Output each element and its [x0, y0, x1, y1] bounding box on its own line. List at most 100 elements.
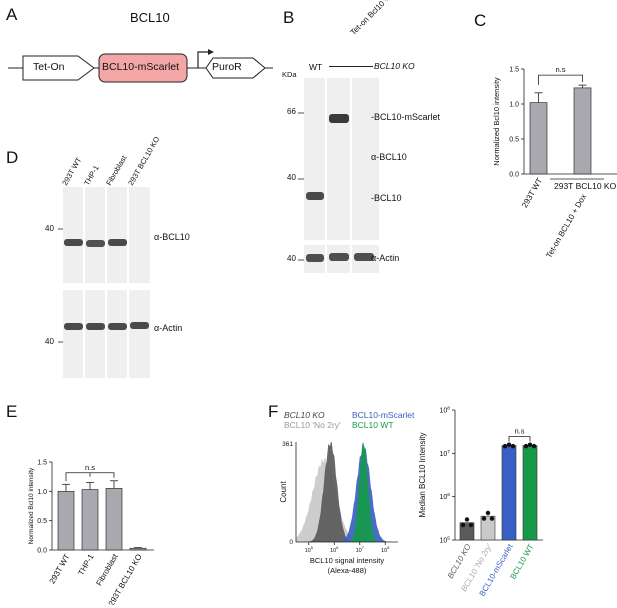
- bar: [522, 445, 538, 541]
- band-d-bcl10-fibro: [108, 239, 127, 246]
- bcl10-mscarlet-box: [98, 53, 188, 83]
- blot-b: [298, 78, 379, 273]
- bar: [129, 547, 147, 551]
- panel-label-b: B: [283, 8, 295, 27]
- panel-label-a: A: [6, 5, 18, 24]
- band-d-actin-4: [130, 322, 149, 329]
- bar: [81, 489, 99, 551]
- chart-f-hist: 361 0 Count 105 106 107 108 BCL10 signal intens…: [279, 441, 398, 575]
- mw-40-d-lower: 40: [45, 337, 54, 346]
- y-zero-label: 0: [289, 539, 293, 546]
- y-tick-label: 0.5: [37, 518, 47, 525]
- band-bcl10-wt: [306, 192, 324, 200]
- mw-40-b-upper: 40: [287, 173, 296, 182]
- bar: [501, 445, 517, 541]
- band-d-actin-1: [64, 323, 83, 330]
- y-tick-label: 107: [439, 449, 450, 458]
- y-tick-label: 108: [439, 406, 450, 415]
- ko-group-label: BCL10 KO: [374, 61, 415, 71]
- y-axis-label: Count: [279, 481, 288, 503]
- group-label: 293T BCL10 KO: [554, 181, 617, 191]
- band-actin-lane1: [306, 254, 324, 262]
- x-tick-label: 293T WT: [48, 552, 72, 585]
- lane-label-293t-wt: 293T WT: [60, 155, 84, 187]
- mw-40-d-upper: 40: [45, 224, 54, 233]
- x-tick-label: 106: [330, 546, 338, 554]
- data-point: [489, 516, 495, 521]
- construct-label: BCL10-mScarlet: [102, 61, 180, 73]
- bar: [573, 87, 592, 175]
- data-point: [502, 443, 508, 449]
- mw-66-b: 66: [287, 107, 296, 116]
- tet-on-label: Tet-On: [33, 61, 65, 73]
- band-d-actin-2: [86, 323, 105, 330]
- puror-label: PuroR: [212, 61, 242, 73]
- promoter-arrow: [197, 51, 208, 68]
- y-tick-label: 106: [439, 492, 450, 501]
- bar: [105, 488, 123, 551]
- data-point: [460, 522, 466, 528]
- legend-no2ry: BCL10 'No 2ry': [284, 420, 341, 430]
- bar: [57, 490, 75, 551]
- construct-diagram: [8, 49, 273, 83]
- panel-label-c: C: [474, 11, 487, 30]
- tet-on-lane-label: Tet-on Bcl10 + Dox: [348, 0, 403, 37]
- x-tick-label: 105: [305, 546, 313, 554]
- lane-label-293t-ko: 293T BCL10 KO: [126, 134, 162, 187]
- y-axis-label: Normalized Bcl10 intensity: [492, 77, 501, 166]
- band-bcl10-mscarlet: [329, 114, 349, 123]
- ab-label-bcl10-d: α-BCL10: [154, 232, 190, 242]
- blot-d: [58, 187, 150, 378]
- legend-mscarlet: BCL10-mScarlet: [352, 410, 415, 420]
- y-axis-label: Normalized Bcl10 intensity: [28, 467, 35, 544]
- x-axis-label: BCL10 signal intensity: [310, 556, 384, 565]
- histogram-bcl10-ko: [296, 442, 398, 542]
- significance-bracket: [538, 74, 583, 85]
- y-axis-label: Median BCL10 Intensity: [418, 433, 427, 518]
- band-actin-lane2: [329, 253, 349, 261]
- data-point: [510, 443, 516, 449]
- promoter-arrowhead: [208, 49, 214, 55]
- y-tick-label: 1.5: [37, 460, 47, 467]
- legend-ko: BCL10 KO: [284, 410, 325, 420]
- lane-label-fibroblast: Fibroblast: [104, 153, 129, 187]
- wt-lane-label: WT: [309, 62, 323, 72]
- significance-label: n.s: [555, 65, 565, 74]
- bar: [529, 102, 548, 175]
- x-axis-label-2: (Alexa-488): [328, 566, 367, 575]
- x-tick-label: Tet-on BCL10 + Dox: [544, 193, 588, 260]
- y-tick-label: 105: [439, 536, 450, 545]
- mw-40-b-lower: 40: [287, 254, 296, 263]
- data-point: [531, 443, 537, 449]
- data-point: [485, 510, 491, 516]
- y-tick-label: 1.0: [37, 489, 47, 496]
- kda-label: KDa: [282, 70, 297, 79]
- panel-label-e: E: [6, 402, 18, 421]
- band-d-actin-3: [108, 323, 127, 330]
- tet-on-promoter: [22, 55, 95, 81]
- lane-label-thp1: THP-1: [82, 163, 101, 187]
- panel-label-d: D: [6, 148, 19, 167]
- blot-b-upper-bg: [304, 78, 379, 240]
- y-tick-label: 1.0: [509, 102, 519, 109]
- data-point: [481, 516, 487, 521]
- panel-label-f: F: [268, 402, 279, 421]
- x-tick-label: Fibroblast: [94, 552, 120, 588]
- histogram-bcl10-no-2ry-: [296, 457, 398, 542]
- histogram-bcl10-mscarlet: [296, 444, 398, 542]
- data-point: [506, 442, 512, 447]
- data-point: [527, 442, 533, 447]
- y-tick-label: 0.5: [509, 137, 519, 144]
- bar: [480, 515, 496, 541]
- x-tick-label: 108: [381, 546, 389, 554]
- band-label-bcl10: -BCL10: [371, 193, 402, 203]
- x-tick-label: THP-1: [76, 552, 96, 577]
- significance-label: n.s: [514, 427, 524, 436]
- band-actin-lane3: [354, 253, 374, 261]
- x-tick-label: 293T WT: [520, 176, 544, 209]
- x-tick-label: 107: [356, 546, 364, 554]
- y-tick-label: 0.0: [37, 548, 47, 555]
- band-d-bcl10-293t: [64, 239, 83, 246]
